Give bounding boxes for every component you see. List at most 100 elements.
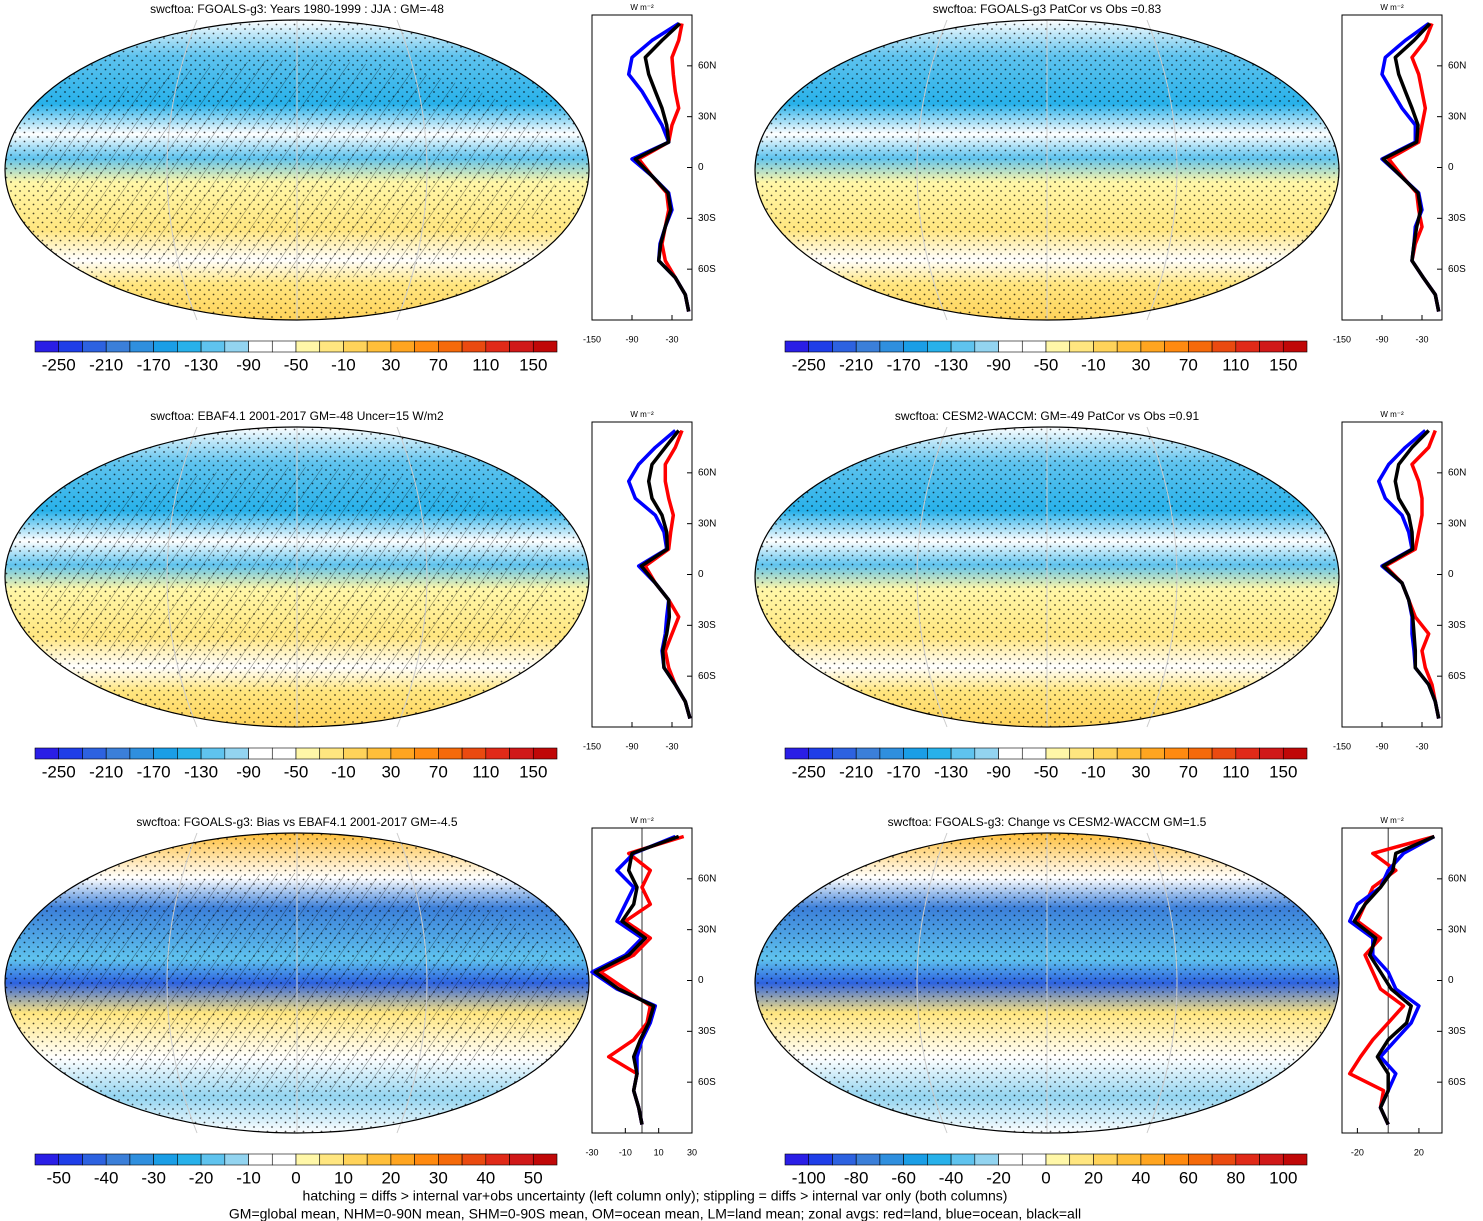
colorbar-box <box>129 340 154 353</box>
colorbar-box <box>808 1153 833 1166</box>
colorbar-box <box>532 340 558 353</box>
colorbar-label: 70 <box>429 762 448 781</box>
colorbar-label: -10 <box>236 1168 261 1187</box>
x-tick-label: -30 <box>665 334 678 344</box>
colorbar-box <box>1045 340 1071 353</box>
colorbar-box <box>1164 1153 1189 1166</box>
colorbar-box <box>200 747 226 760</box>
colorbar-label: -250 <box>792 762 826 781</box>
graticule <box>916 426 948 728</box>
colorbar-box <box>1188 747 1213 760</box>
colorbar-box <box>1164 340 1189 353</box>
map-title: swcftoa: CESM2-WACCM: GM=-49 PatCor vs O… <box>895 409 1200 423</box>
colorbar-box <box>1235 747 1260 760</box>
graticule <box>1146 19 1178 321</box>
colorbar-label: 110 <box>472 762 499 781</box>
x-tick-label: 10 <box>654 1147 664 1157</box>
colorbar-box <box>879 747 904 760</box>
graticule <box>396 426 428 728</box>
colorbar-box <box>271 747 297 760</box>
colorbar-box <box>1211 1153 1237 1166</box>
y-tick-label: 60N <box>698 60 716 71</box>
y-tick-label: 30S <box>1448 1026 1466 1037</box>
colorbar-label: -170 <box>887 762 921 781</box>
graticule <box>166 832 198 1134</box>
colorbar-box <box>509 747 534 760</box>
colorbar-box <box>1235 1153 1260 1166</box>
footnote: hatching = diffs > internal var+obs unce… <box>303 1188 1008 1204</box>
colorbar-box <box>1282 1153 1308 1166</box>
y-tick-label: 60N <box>1448 467 1466 478</box>
colorbar-label: -250 <box>42 355 76 374</box>
colorbar-label: -130 <box>184 762 218 781</box>
colorbar-label: -130 <box>184 355 218 374</box>
colorbar-box <box>461 1153 487 1166</box>
profile-unit: W m⁻² <box>630 3 654 12</box>
colorbar-box <box>1093 747 1118 760</box>
colorbar-label: -50 <box>284 355 309 374</box>
colorbar-box <box>832 340 857 353</box>
map-title: swcftoa: FGOALS-g3: Years 1980-1999 : JJ… <box>150 2 444 16</box>
colorbar-label: -10 <box>1081 355 1106 374</box>
y-tick-label: 30S <box>698 213 716 224</box>
colorbar-box <box>105 1153 131 1166</box>
graticule <box>1146 832 1178 1134</box>
colorbar-label: -40 <box>939 1168 964 1187</box>
x-tick-label: -90 <box>1375 741 1388 751</box>
zonal-line <box>1347 834 1435 1126</box>
colorbar-label: -10 <box>1081 762 1106 781</box>
y-tick-label: 60N <box>1448 60 1466 71</box>
colorbar-box <box>1282 340 1308 353</box>
zonal-line <box>1352 834 1436 1126</box>
colorbar-box <box>879 340 904 353</box>
x-tick-label: -150 <box>583 741 601 751</box>
colorbar-box <box>153 747 178 760</box>
colorbar-box <box>950 1153 976 1166</box>
colorbar-label: -10 <box>331 762 356 781</box>
colorbar-box <box>319 1153 344 1166</box>
colorbar-label: 110 <box>472 355 499 374</box>
colorbar-box <box>532 747 558 760</box>
map-outline <box>754 832 1340 1134</box>
colorbar-box <box>1069 1153 1094 1166</box>
y-tick-label: 30S <box>1448 620 1466 631</box>
colorbar-label: 80 <box>1226 1168 1245 1187</box>
colorbar-label: 30 <box>429 1168 448 1187</box>
y-tick-label: 0 <box>1448 975 1454 986</box>
colorbar-label: -20 <box>986 1168 1011 1187</box>
colorbar-label: -210 <box>839 355 873 374</box>
map-outline <box>4 832 590 1134</box>
colorbar-box <box>461 747 487 760</box>
colorbar-box <box>105 747 131 760</box>
colorbar-box <box>974 1153 999 1166</box>
colorbar-box <box>855 1153 881 1166</box>
graticule <box>166 426 198 728</box>
colorbar-box <box>319 747 344 760</box>
colorbar-label: 10 <box>334 1168 353 1187</box>
colorbar-box <box>200 1153 226 1166</box>
profile-unit: W m⁻² <box>630 816 654 825</box>
colorbar-label: -10 <box>331 355 356 374</box>
colorbar-box <box>1021 340 1047 353</box>
colorbar-box <box>1116 1153 1142 1166</box>
y-tick-label: 0 <box>698 162 704 173</box>
colorbar-box <box>366 340 392 353</box>
colorbar-box <box>1093 1153 1118 1166</box>
colorbar-box <box>927 747 952 760</box>
colorbar-box <box>129 747 154 760</box>
colorbar-label: -40 <box>94 1168 119 1187</box>
y-tick-label: 30S <box>698 1026 716 1037</box>
y-tick-label: 60S <box>1448 264 1466 275</box>
colorbar-label: 150 <box>1269 355 1297 374</box>
colorbar-box <box>784 340 810 353</box>
y-tick-label: 30S <box>698 620 716 631</box>
colorbar-box <box>319 340 344 353</box>
colorbar-box <box>177 340 202 353</box>
colorbar-label: -210 <box>839 762 873 781</box>
y-tick-label: 60S <box>1448 1077 1466 1088</box>
colorbar-box <box>1140 1153 1165 1166</box>
colorbar-label: -50 <box>46 1168 71 1187</box>
colorbar-label: -210 <box>89 355 123 374</box>
x-tick-label: -150 <box>583 334 601 344</box>
